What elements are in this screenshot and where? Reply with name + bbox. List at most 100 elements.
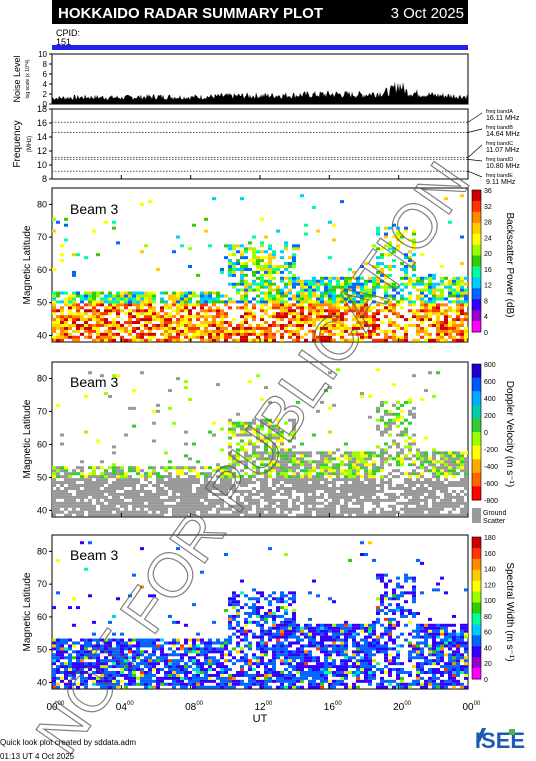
heatmap-cell bbox=[320, 668, 324, 672]
heatmap-cell bbox=[292, 600, 296, 604]
heatmap-cell bbox=[92, 647, 96, 651]
heatmap-cell bbox=[112, 504, 116, 508]
heatmap-cell bbox=[384, 309, 388, 313]
heatmap-cell bbox=[256, 445, 260, 449]
heatmap-cell bbox=[312, 495, 316, 499]
heatmap-cell bbox=[252, 442, 256, 446]
heatmap-cell bbox=[312, 676, 316, 680]
heatmap-cell bbox=[312, 629, 316, 633]
heatmap-cell bbox=[264, 682, 268, 686]
heatmap-cell bbox=[200, 647, 204, 651]
heatmap-cell bbox=[336, 629, 340, 633]
heatmap-cell bbox=[252, 253, 256, 257]
heatmap-cell bbox=[320, 670, 324, 674]
heatmap-cell bbox=[292, 673, 296, 677]
heatmap-cell bbox=[392, 412, 396, 416]
heatmap-cell bbox=[272, 338, 276, 342]
heatmap-cell bbox=[300, 318, 304, 322]
heatmap-cell bbox=[300, 288, 304, 292]
heatmap-cell bbox=[340, 673, 344, 677]
heatmap-cell bbox=[308, 288, 312, 292]
heatmap-cell bbox=[404, 504, 408, 508]
heatmap-cell bbox=[280, 507, 284, 511]
heatmap-cell bbox=[340, 492, 344, 496]
heatmap-cell bbox=[84, 504, 88, 508]
heatmap-cell bbox=[400, 288, 404, 292]
heatmap-cell bbox=[212, 323, 216, 327]
heatmap-cell bbox=[316, 460, 320, 464]
heatmap-cell bbox=[216, 300, 220, 304]
heatmap-cell bbox=[464, 486, 468, 490]
heatmap-cell bbox=[144, 656, 148, 660]
heatmap-cell bbox=[120, 641, 124, 645]
heatmap-cell bbox=[68, 332, 72, 336]
heatmap-cell bbox=[176, 472, 180, 476]
heatmap-cell bbox=[364, 513, 368, 517]
frequency-tick-label: 18 bbox=[37, 104, 47, 114]
heatmap-cell bbox=[264, 641, 268, 645]
heatmap-cell bbox=[136, 513, 140, 517]
heatmap-cell bbox=[396, 418, 400, 422]
latitude-tick-label: 60 bbox=[37, 439, 47, 449]
heatmap-cell bbox=[104, 481, 108, 485]
heatmap-cell bbox=[260, 315, 264, 319]
heatmap-cell bbox=[164, 481, 168, 485]
heatmap-cell bbox=[384, 329, 388, 333]
heatmap-cell bbox=[444, 495, 448, 499]
heatmap-cell bbox=[152, 504, 156, 508]
heatmap-cell bbox=[292, 653, 296, 657]
heatmap-cell bbox=[100, 466, 104, 470]
heatmap-cell bbox=[360, 326, 364, 330]
heatmap-cell bbox=[228, 418, 232, 422]
heatmap-cell bbox=[268, 670, 272, 674]
heatmap-cell bbox=[180, 507, 184, 511]
heatmap-cell bbox=[264, 335, 268, 339]
heatmap-cell bbox=[132, 329, 136, 333]
heatmap-cell bbox=[252, 603, 256, 607]
heatmap-cell bbox=[184, 478, 188, 482]
heatmap-cell bbox=[72, 321, 76, 325]
heatmap-cell bbox=[224, 338, 228, 342]
heatmap-cell bbox=[160, 481, 164, 485]
heatmap-cell bbox=[308, 486, 312, 490]
heatmap-cell bbox=[260, 265, 264, 268]
heatmap-cell bbox=[256, 513, 260, 517]
heatmap-cell bbox=[372, 478, 376, 482]
heatmap-cell bbox=[392, 486, 396, 490]
heatmap-cell bbox=[336, 294, 340, 298]
heatmap-cell bbox=[460, 235, 464, 239]
heatmap-cell bbox=[96, 309, 100, 313]
heatmap-cell bbox=[140, 332, 144, 336]
heatmap-cell bbox=[208, 481, 212, 485]
heatmap-cell bbox=[208, 489, 212, 493]
heatmap-cell bbox=[460, 501, 464, 505]
heatmap-cell bbox=[200, 309, 204, 313]
heatmap-cell bbox=[220, 315, 224, 319]
heatmap-cell bbox=[184, 623, 188, 627]
heatmap-cell bbox=[428, 315, 432, 319]
heatmap-cell bbox=[216, 469, 220, 473]
heatmap-cell bbox=[168, 498, 172, 502]
latitude-tick-label: 40 bbox=[37, 330, 47, 340]
heatmap-cell bbox=[88, 641, 92, 645]
heatmap-cell bbox=[124, 665, 128, 669]
heatmap-cell bbox=[324, 629, 328, 633]
heatmap-cell bbox=[192, 495, 196, 499]
heatmap-cell bbox=[92, 510, 96, 514]
heatmap-cell bbox=[172, 507, 176, 511]
heatmap-cell bbox=[68, 665, 72, 669]
heatmap-cell bbox=[248, 492, 252, 496]
heatmap-cell bbox=[72, 662, 76, 666]
heatmap-cell bbox=[332, 481, 336, 485]
heatmap-cell bbox=[352, 495, 356, 499]
heatmap-cell bbox=[228, 617, 232, 621]
heatmap-cell bbox=[344, 306, 348, 310]
heatmap-cell bbox=[464, 484, 468, 488]
heatmap-cell bbox=[100, 300, 104, 304]
heatmap-cell bbox=[100, 495, 104, 499]
heatmap-cell bbox=[328, 679, 332, 683]
heatmap-cell bbox=[208, 291, 212, 295]
heatmap-cell bbox=[448, 451, 452, 455]
heatmap-cell bbox=[224, 489, 228, 493]
